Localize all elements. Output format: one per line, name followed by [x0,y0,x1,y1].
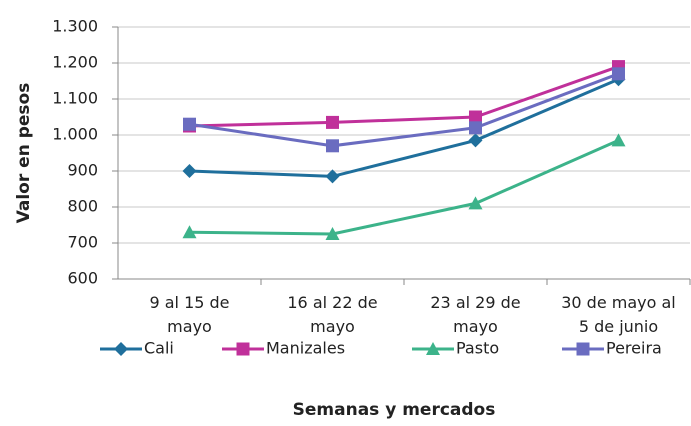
y-tick-label: 1.000 [52,125,98,144]
line [189,72,620,148]
y-tick-label: 700 [67,233,98,252]
line [189,65,619,128]
line [189,77,620,178]
marker [469,110,482,124]
marker [426,342,440,355]
x-tick-label: 23 al 29 de mayo [430,293,520,336]
legend-label: Manizales [266,339,345,358]
y-tick-label: 800 [67,197,98,216]
legend-label: Cali [144,339,174,358]
x-tick-label: 30 de mayo al 5 de junio [561,293,676,336]
marker [325,169,340,184]
series [183,67,625,153]
y-tick-label: 1.100 [52,89,98,108]
y-tick-label: 600 [67,269,98,288]
marker [576,342,590,356]
marker [236,342,250,356]
marker [183,117,196,131]
marker [611,133,626,147]
x-axis-title: Semanas y mercados [293,400,496,420]
legend-label: Pereira [606,339,662,358]
y-axis-title: Valor en pesos [14,83,34,224]
y-tick-label: 900 [67,161,98,180]
marker [325,227,340,240]
y-tick-label: 1.200 [52,53,98,72]
marker [469,121,482,135]
line [189,139,620,236]
legend-label: Pasto [456,339,499,358]
marker [326,139,339,153]
marker [468,133,483,148]
series [182,133,626,240]
marker [182,164,197,178]
marker [326,115,339,129]
x-tick-label: 9 al 15 de mayo [149,293,229,336]
marker [114,342,128,356]
marker [182,225,197,239]
marker [612,67,625,81]
y-tick-label: 1.300 [52,17,98,36]
marker [468,196,483,210]
x-tick-label: 16 al 22 de mayo [287,293,377,336]
